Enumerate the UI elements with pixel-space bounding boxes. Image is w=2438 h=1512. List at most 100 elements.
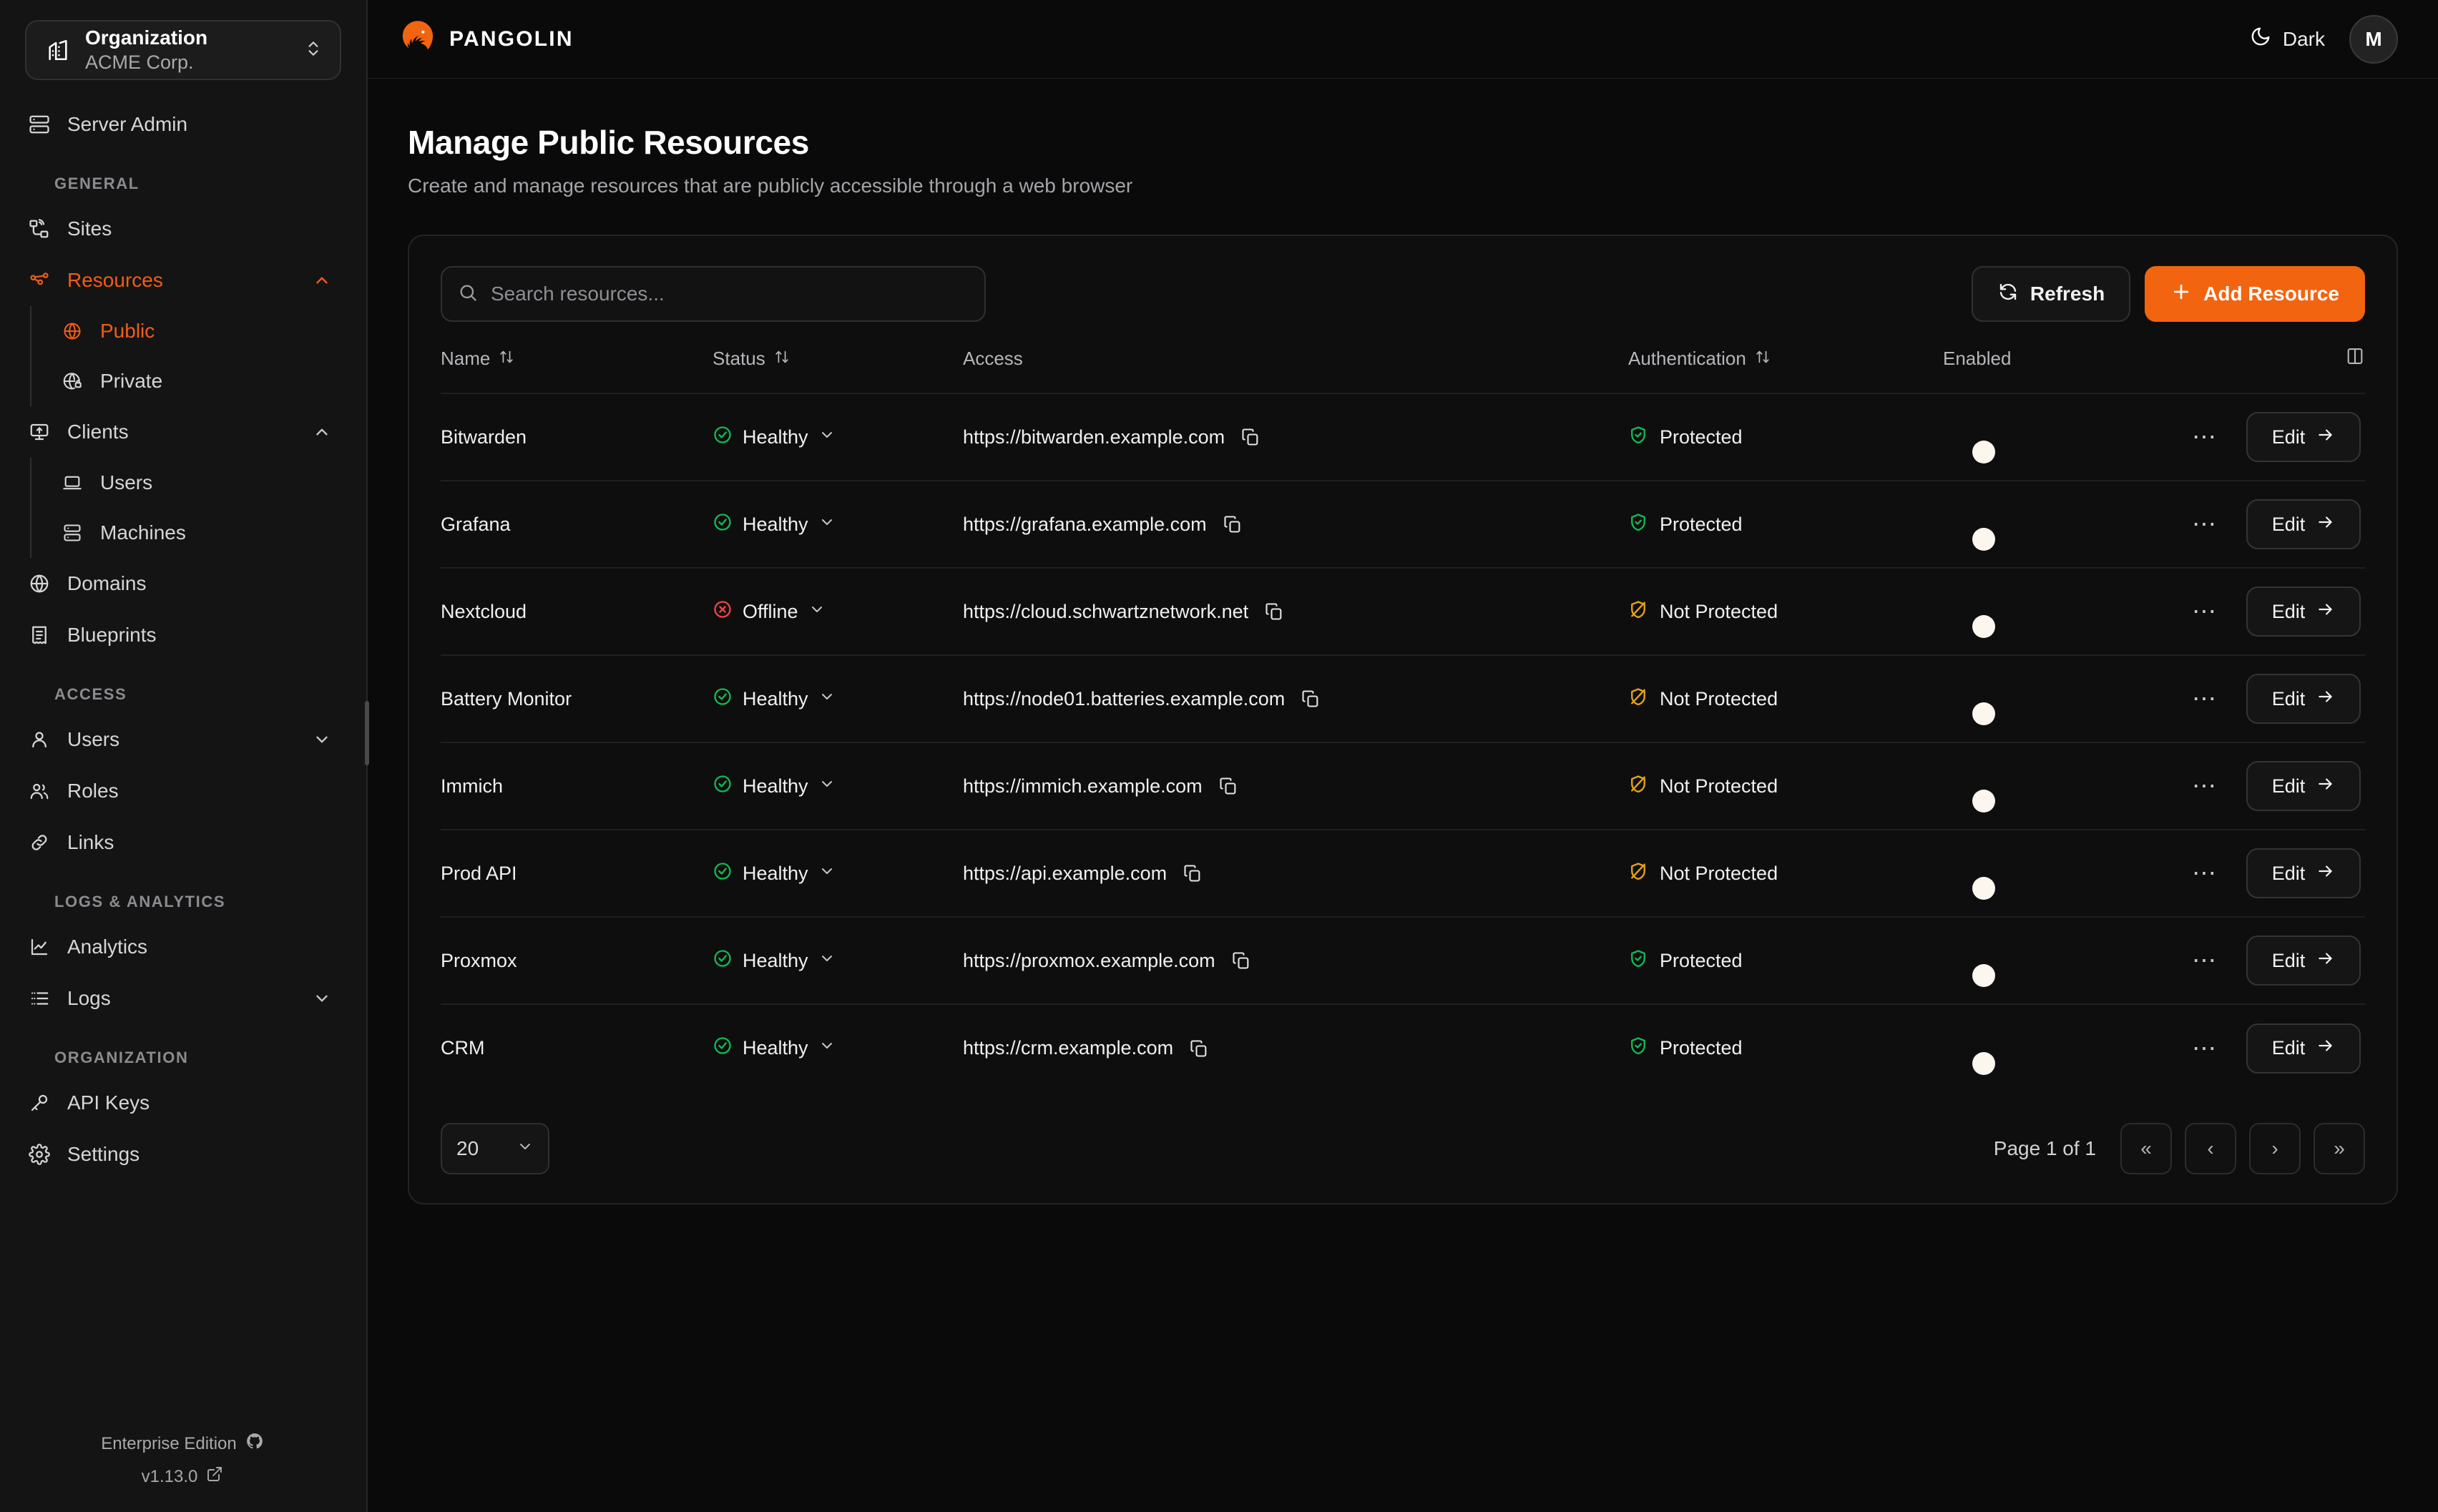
version-link[interactable]: v1.13.0	[142, 1466, 224, 1488]
edit-button[interactable]: Edit	[2246, 761, 2361, 811]
refresh-button[interactable]: Refresh	[1971, 266, 2131, 322]
edit-button[interactable]: Edit	[2246, 586, 2361, 637]
sidebar-item-resources[interactable]: Resources	[0, 255, 366, 306]
row-menu-button[interactable]: ⋯	[2192, 685, 2218, 712]
copy-icon[interactable]	[1223, 514, 1243, 534]
table-row[interactable]: Battery Monitor Healthy https://node01.bat…	[441, 654, 2365, 742]
cell-status[interactable]: Healthy	[713, 829, 963, 917]
resource-url[interactable]: https://grafana.example.com	[963, 513, 1207, 535]
chevron-down-icon[interactable]	[818, 688, 836, 710]
org-switcher[interactable]: Organization ACME Corp.	[25, 20, 341, 80]
cell-authentication: Protected	[1628, 1003, 1943, 1091]
cell-status[interactable]: Healthy	[713, 1003, 963, 1091]
edition-link[interactable]: Enterprise Edition	[101, 1432, 263, 1455]
table-row[interactable]: Grafana Healthy https://grafana.example.co…	[441, 480, 2365, 568]
prev-page-button[interactable]: ‹	[2185, 1123, 2236, 1174]
theme-toggle[interactable]: Dark	[2250, 26, 2325, 52]
table-row[interactable]: Prod API Healthy https://api.example.com No…	[441, 829, 2365, 917]
column-header-access[interactable]: Access	[963, 346, 1628, 393]
sidebar-item-domains[interactable]: Domains	[0, 558, 366, 609]
brand-logo[interactable]: PANGOLIN	[399, 19, 574, 59]
table-row[interactable]: Immich Healthy https://immich.example.com N…	[441, 742, 2365, 830]
copy-icon[interactable]	[1218, 776, 1238, 796]
sidebar-item-server-admin[interactable]: Server Admin	[0, 99, 366, 150]
page-size-select[interactable]: 20	[441, 1123, 549, 1174]
cell-status[interactable]: Healthy	[713, 654, 963, 742]
resource-url[interactable]: https://bitwarden.example.com	[963, 426, 1225, 448]
sidebar-item-public[interactable]: Public	[31, 306, 366, 356]
chevron-down-icon[interactable]	[818, 514, 836, 536]
row-menu-button[interactable]: ⋯	[2192, 511, 2218, 538]
resource-url[interactable]: https://proxmox.example.com	[963, 949, 1215, 971]
sidebar-item-users[interactable]: Users	[0, 714, 366, 765]
sidebar-item-settings[interactable]: Settings	[0, 1129, 366, 1180]
sidebar-item-clients[interactable]: Clients	[0, 406, 366, 458]
row-menu-button[interactable]: ⋯	[2192, 772, 2218, 800]
table-row[interactable]: Proxmox Healthy https://proxmox.example.co…	[441, 916, 2365, 1004]
row-menu-button[interactable]: ⋯	[2192, 1034, 2218, 1062]
last-page-button[interactable]: »	[2314, 1123, 2365, 1174]
row-menu-button[interactable]: ⋯	[2192, 423, 2218, 451]
avatar[interactable]: M	[2349, 14, 2398, 64]
column-header-name[interactable]: Name	[441, 346, 713, 393]
table-row[interactable]: Bitwarden Healthy https://bitwarden.exampl…	[441, 393, 2365, 481]
copy-icon[interactable]	[1189, 1039, 1209, 1059]
edit-button[interactable]: Edit	[2246, 412, 2361, 462]
add-resource-button[interactable]: Add Resource	[2145, 266, 2365, 322]
sidebar-item-logs[interactable]: Logs	[0, 973, 366, 1024]
column-header-status[interactable]: Status	[713, 346, 963, 393]
table-row[interactable]: Nextcloud Offline https://cloud.schwartzne…	[441, 567, 2365, 655]
resource-url[interactable]: https://api.example.com	[963, 862, 1167, 884]
sidebar-item-sites[interactable]: Sites	[0, 203, 366, 255]
cell-status[interactable]: Healthy	[713, 742, 963, 830]
table-row[interactable]: CRM Healthy https://crm.example.com Protect…	[441, 1003, 2365, 1091]
chevron-down-icon[interactable]	[808, 601, 826, 623]
edit-button[interactable]: Edit	[2246, 499, 2361, 549]
row-menu-button[interactable]: ⋯	[2192, 860, 2218, 887]
sort-icon	[499, 348, 514, 370]
copy-icon[interactable]	[1301, 689, 1321, 709]
chevron-down-icon[interactable]	[818, 1037, 836, 1059]
next-page-button[interactable]: ›	[2249, 1123, 2301, 1174]
cell-status[interactable]: Healthy	[713, 480, 963, 568]
sidebar-item-analytics[interactable]: Analytics	[0, 921, 366, 973]
edit-button[interactable]: Edit	[2246, 1023, 2361, 1074]
sidebar-item-private[interactable]: Private	[31, 356, 366, 406]
sidebar-item-links[interactable]: Links	[0, 817, 366, 868]
row-menu-button[interactable]: ⋯	[2192, 598, 2218, 625]
sidebar-item-blueprints[interactable]: Blueprints	[0, 609, 366, 661]
sidebar-item-api-keys[interactable]: API Keys	[0, 1077, 366, 1129]
chevron-down-icon[interactable]	[818, 863, 836, 885]
column-header-authentication[interactable]: Authentication	[1628, 346, 1943, 393]
column-header-actions[interactable]	[2136, 346, 2365, 393]
copy-icon[interactable]	[1231, 951, 1251, 971]
edit-button[interactable]: Edit	[2246, 936, 2361, 986]
search-input[interactable]	[491, 283, 969, 305]
chevron-down-icon[interactable]	[818, 775, 836, 797]
columns-toggle-icon[interactable]	[2345, 346, 2365, 371]
edit-button[interactable]: Edit	[2246, 848, 2361, 898]
sidebar-item-client-users[interactable]: Users	[31, 458, 366, 508]
chevron-down-icon[interactable]	[818, 426, 836, 448]
copy-icon[interactable]	[1264, 602, 1284, 622]
first-page-button[interactable]: «	[2120, 1123, 2172, 1174]
copy-icon[interactable]	[1183, 863, 1203, 883]
search-box[interactable]	[441, 266, 986, 322]
cell-status[interactable]: Offline	[713, 567, 963, 655]
sidebar-item-label: Users	[67, 728, 120, 750]
chevron-down-icon[interactable]	[818, 950, 836, 972]
cell-status[interactable]: Healthy	[713, 916, 963, 1004]
sidebar-item-roles[interactable]: Roles	[0, 765, 366, 817]
resource-url[interactable]: https://node01.batteries.example.com	[963, 687, 1286, 710]
resource-url[interactable]: https://cloud.schwartznetwork.net	[963, 600, 1249, 622]
cell-status[interactable]: Healthy	[713, 393, 963, 481]
row-menu-button[interactable]: ⋯	[2192, 947, 2218, 974]
resource-url[interactable]: https://crm.example.com	[963, 1037, 1174, 1059]
edit-button[interactable]: Edit	[2246, 674, 2361, 724]
sidebar-item-machines[interactable]: Machines	[31, 508, 366, 558]
resource-url[interactable]: https://immich.example.com	[963, 775, 1203, 797]
sidebar-scrollbar[interactable]	[365, 701, 369, 765]
cell-access: https://api.example.com	[963, 829, 1628, 917]
copy-icon[interactable]	[1240, 427, 1260, 447]
add-resource-label: Add Resource	[2203, 283, 2339, 305]
